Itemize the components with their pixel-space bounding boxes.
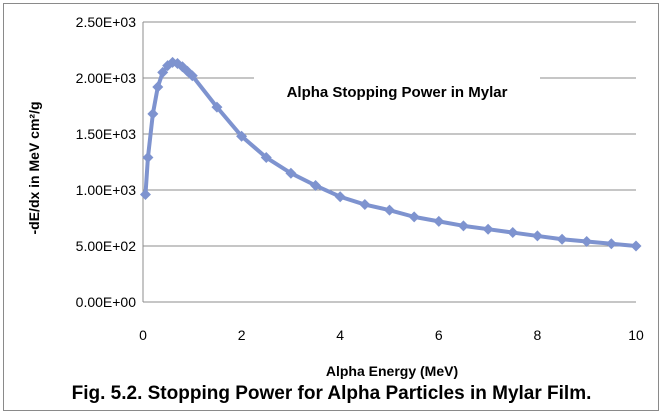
x-tick-label: 8 xyxy=(534,327,542,343)
y-tick-label: 0.00E+00 xyxy=(76,294,137,310)
x-axis-title: Alpha Energy (MeV) xyxy=(326,363,458,379)
data-point xyxy=(285,167,297,179)
data-point xyxy=(630,240,642,252)
data-point xyxy=(157,66,169,78)
chart-title: Alpha Stopping Power in Mylar xyxy=(287,84,508,101)
data-point xyxy=(147,108,159,120)
data-point xyxy=(142,152,154,164)
figure-caption: Fig. 5.2. Stopping Power for Alpha Parti… xyxy=(71,383,592,404)
y-tick-label: 1.50E+03 xyxy=(76,126,137,142)
data-point xyxy=(531,230,543,242)
data-point xyxy=(384,204,395,216)
x-tick-label: 6 xyxy=(435,327,443,343)
x-tick-label: 2 xyxy=(238,327,246,343)
data-point xyxy=(186,70,198,82)
x-tick-label: 0 xyxy=(139,327,147,343)
data-point xyxy=(236,130,248,142)
data-point xyxy=(152,81,164,93)
y-tick-label: 2.50E+03 xyxy=(76,14,137,30)
x-axis-ticks: 0 2 4 6 8 10 xyxy=(139,327,644,343)
y-tick-label: 5.00E+02 xyxy=(76,238,137,254)
data-point xyxy=(139,188,151,200)
y-axis-title: -dE/dx in MeV cm²/g xyxy=(26,101,42,234)
data-point xyxy=(556,233,568,245)
data-point xyxy=(457,220,469,232)
x-tick-label: 10 xyxy=(628,327,644,343)
data-point xyxy=(605,238,617,250)
data-point xyxy=(408,211,420,223)
data-point xyxy=(334,191,346,203)
data-point xyxy=(433,215,445,227)
data-point xyxy=(507,227,519,239)
data-point xyxy=(211,101,223,113)
data-point xyxy=(482,223,494,235)
data-point xyxy=(310,180,322,192)
gridlines xyxy=(143,21,636,303)
y-tick-label: 2.00E+03 xyxy=(76,70,137,86)
y-tick-label: 1.00E+03 xyxy=(76,182,137,198)
x-tick-label: 4 xyxy=(336,327,344,343)
data-point xyxy=(581,236,593,248)
data-point xyxy=(260,152,272,164)
data-point xyxy=(359,199,371,211)
data-series xyxy=(139,56,642,252)
data-point xyxy=(172,57,184,69)
y-axis-ticks: 0.00E+00 5.00E+02 1.00E+03 1.50E+03 2.00E+03… xyxy=(76,14,137,310)
chart-title-box xyxy=(254,71,540,111)
